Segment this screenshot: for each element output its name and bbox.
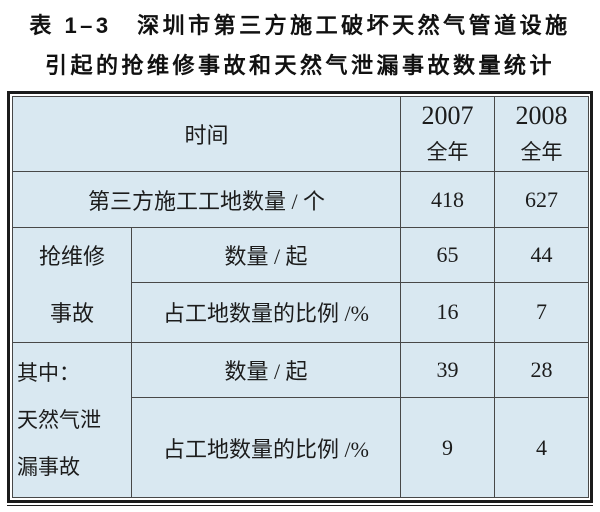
repair-ratio-2007-value: 16: [400, 281, 496, 344]
repair-count-row: 抢维修 事故 数量 / 起 65 44: [12, 227, 590, 343]
leak-count-label-cell: 数量 / 起: [130, 342, 402, 398]
header-time-cell: 时间: [11, 96, 402, 172]
table-caption: 表 1–3 深圳市第三方施工破坏天然气管道设施 引起的抢维修事故和天然气泄漏事故…: [0, 6, 600, 86]
leak-ratio-row: 占工地数量的比例 /% 9 4: [13, 397, 590, 498]
repair-group-label-cell: 抢维修 事故: [12, 227, 132, 343]
leak-group-label-cell: 其中： 天然气泄 漏事故: [12, 342, 132, 498]
header-2007-year: 2007: [421, 101, 474, 130]
header-2008-year: 2008: [515, 101, 568, 130]
repair-ratio-label-cell: 占工地数量的比例 /%: [130, 281, 402, 344]
repair-ratio-2008-value: 7: [494, 281, 590, 344]
caption-line-2: 引起的抢维修事故和天然气泄漏事故数量统计: [44, 53, 555, 78]
header-2008-cell: 2008 全年: [494, 96, 590, 172]
repair-group-line-1: 抢维修: [38, 244, 105, 269]
leak-count-row: 其中： 天然气泄 漏事故 数量 / 起 39 28: [12, 342, 590, 498]
sites-label-cell: 第三方施工工地数量 / 个: [11, 171, 402, 228]
repair-count-2008-value: 44: [494, 227, 590, 283]
statistics-table-frame: 时间 2007 全年 2008 全年 第三方施工工地数量 / 个 418 627…: [7, 91, 593, 503]
statistics-table: 时间 2007 全年 2008 全年 第三方施工工地数量 / 个 418 627…: [11, 96, 590, 498]
header-2008-fullyear: 全年: [520, 140, 563, 164]
repair-count-2007-value: 65: [400, 227, 496, 283]
caption-line-1: 表 1–3 深圳市第三方施工破坏天然气管道设施: [29, 13, 571, 38]
leak-count-2007-value: 39: [400, 342, 496, 398]
header-time-label: 时间: [184, 123, 229, 148]
table-bottom-rule: [7, 505, 593, 506]
sites-2007-value: 418: [400, 171, 496, 228]
leak-group-line-1: 其中：: [17, 360, 80, 385]
leak-ratio-label-cell: 占工地数量的比例 /%: [130, 397, 402, 498]
leak-group-line-3: 漏事故: [17, 454, 80, 479]
header-row: 时间 2007 全年 2008 全年: [11, 96, 590, 172]
sites-row: 第三方施工工地数量 / 个 418 627: [11, 171, 590, 228]
sites-2008-value: 627: [494, 171, 590, 228]
header-2007-cell: 2007 全年: [400, 96, 496, 172]
repair-count-label-cell: 数量 / 起: [130, 227, 402, 283]
repair-group-line-2: 事故: [49, 301, 94, 326]
repair-ratio-row: 占工地数量的比例 /% 16 7: [13, 281, 590, 344]
header-2007-fullyear: 全年: [426, 140, 469, 164]
leak-group-line-2: 天然气泄: [17, 407, 101, 432]
leak-count-2008-value: 28: [494, 342, 590, 398]
leak-ratio-2007-value: 9: [400, 397, 496, 498]
leak-ratio-2008-value: 4: [494, 397, 590, 498]
document-page: 表 1–3 深圳市第三方施工破坏天然气管道设施 引起的抢维修事故和天然气泄漏事故…: [0, 6, 600, 512]
